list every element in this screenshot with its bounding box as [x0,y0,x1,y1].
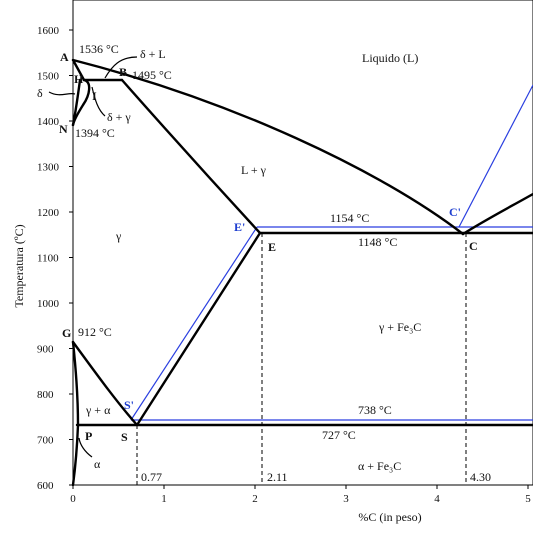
x-tick-label: 5 [525,493,531,505]
x-axis-label: %C (in peso) [358,510,421,524]
solidus-b-e [120,78,262,235]
point-g-label: G [62,326,71,340]
acm-line [135,231,262,427]
temp-c-prime-label: 1154 °C [330,211,369,225]
y-tick-label: 1200 [37,207,60,219]
y-tick-label: 700 [37,435,54,447]
phase-alpha-cementite-label: α + Fe₃C [358,459,401,473]
phase-gamma-label: γ [115,229,122,243]
point-c-prime-label: C' [449,205,461,219]
phase-gamma-alpha-label: γ + α [85,403,111,417]
comp-e-label: 2.11 [267,470,288,484]
point-e-label: E [268,240,276,254]
comp-c-label: 4.30 [470,470,491,484]
y-tick-label: 1400 [37,116,60,128]
comp-s-label: 0.77 [141,470,162,484]
point-s-prime-label: S' [124,398,134,412]
y-tick-label: 600 [37,480,54,492]
temp-g-label: 912 °C [78,325,112,339]
y-ticks: 1600 1500 1400 1300 1200 1100 1000 900 800 700 600 [37,25,73,492]
delta-l-leader [104,56,138,79]
metastable-liquidus-line [458,84,533,228]
point-b-label: B [119,65,127,79]
y-tick-label: 1100 [37,253,59,265]
y-tick-label: 1000 [37,298,60,310]
solidus-a-h [71,58,86,82]
temp-b-label: 1495 °C [132,68,172,82]
temp-s-label: 727 °C [322,428,356,442]
point-e-prime-label: E' [234,220,245,234]
y-tick-label: 1600 [37,25,60,37]
phase-delta-label: δ [37,86,43,100]
delta-leader [48,91,76,96]
point-c-label: C [469,239,478,253]
temp-a-label: 1536 °C [79,42,119,56]
temp-s-prime-label: 738 °C [358,403,392,417]
point-i-label: I [92,89,97,103]
delta-gamma-leader [91,86,106,117]
point-a-label: A [60,50,69,64]
point-h-label: H [74,72,84,86]
phase-delta-l-label: δ + L [140,47,166,61]
delta-gamma-boundary [71,78,82,127]
x-tick-label: 0 [70,493,76,505]
phase-gamma-cementite-label: γ + Fe₃C [378,320,421,334]
x-tick-label: 4 [434,493,440,505]
temp-c-label: 1148 °C [358,235,397,249]
point-n-label: N [59,122,68,136]
y-tick-label: 800 [37,389,54,401]
x-tick-label: 2 [252,493,258,505]
metastable-acm-line [130,226,258,421]
x-ticks: 0 1 2 3 4 5 [70,485,531,505]
y-tick-label: 1500 [37,71,60,83]
alpha-leader [78,437,93,458]
x-tick-label: 1 [161,493,167,505]
phase-l-gamma-label: L + γ [241,163,267,177]
phase-delta-gamma-label: δ + γ [107,110,131,124]
alpha-solvus [71,340,80,487]
phase-liquid-label: Liquido (L) [362,51,418,65]
temp-n-label: 1394 °C [75,126,115,140]
point-s-label: S [121,430,128,444]
y-axis-label: Temperatura (ºC) [12,224,26,307]
phase-alpha-label: α [94,457,101,471]
y-tick-label: 900 [37,344,54,356]
x-tick-label: 3 [343,493,349,505]
liquidus-a-c [71,58,465,236]
point-p-label: P [85,429,92,443]
a3-line [71,340,139,427]
y-tick-label: 1300 [37,162,60,174]
liquidus-c-right [461,192,533,236]
